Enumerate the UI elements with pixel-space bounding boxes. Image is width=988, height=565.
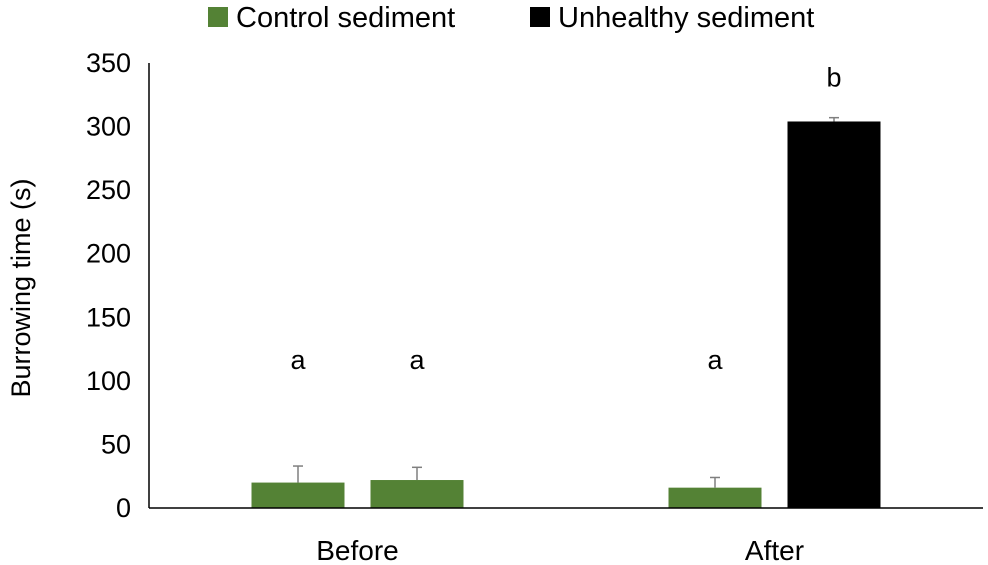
legend-swatch-unhealthy: [530, 7, 550, 27]
category-label: Before: [316, 535, 399, 565]
legend-label-unhealthy: Unhealthy sediment: [558, 2, 814, 34]
y-tick-label: 100: [86, 366, 131, 396]
bar: [668, 487, 762, 508]
error-bars: [293, 116, 839, 488]
y-tick-label: 0: [116, 493, 131, 523]
legend-label-control: Control sediment: [236, 2, 455, 34]
y-tick-label: 50: [101, 429, 131, 459]
category-label: After: [745, 535, 804, 565]
category-labels: Before After: [316, 535, 804, 565]
significance-letter: a: [409, 345, 425, 375]
significance-letters: a a a b: [290, 63, 841, 375]
significance-letter: a: [707, 345, 723, 375]
significance-letter: a: [290, 345, 306, 375]
bar: [787, 121, 881, 508]
y-tick-label: 250: [86, 175, 131, 205]
y-tick-label: 150: [86, 302, 131, 332]
bar: [251, 482, 345, 508]
significance-letter: b: [826, 63, 841, 93]
y-tick-labels: 0 50 100 150 200 250 300 350: [86, 48, 131, 523]
y-axis-title: Burrowing time (s): [6, 178, 36, 397]
legend: Control sediment Unhealthy sediment: [208, 2, 814, 34]
y-tick-label: 200: [86, 239, 131, 269]
legend-swatch-control: [208, 7, 228, 27]
y-tick-label: 350: [86, 48, 131, 78]
bar: [370, 480, 464, 508]
y-tick-label: 300: [86, 112, 131, 142]
bars: [251, 121, 881, 508]
